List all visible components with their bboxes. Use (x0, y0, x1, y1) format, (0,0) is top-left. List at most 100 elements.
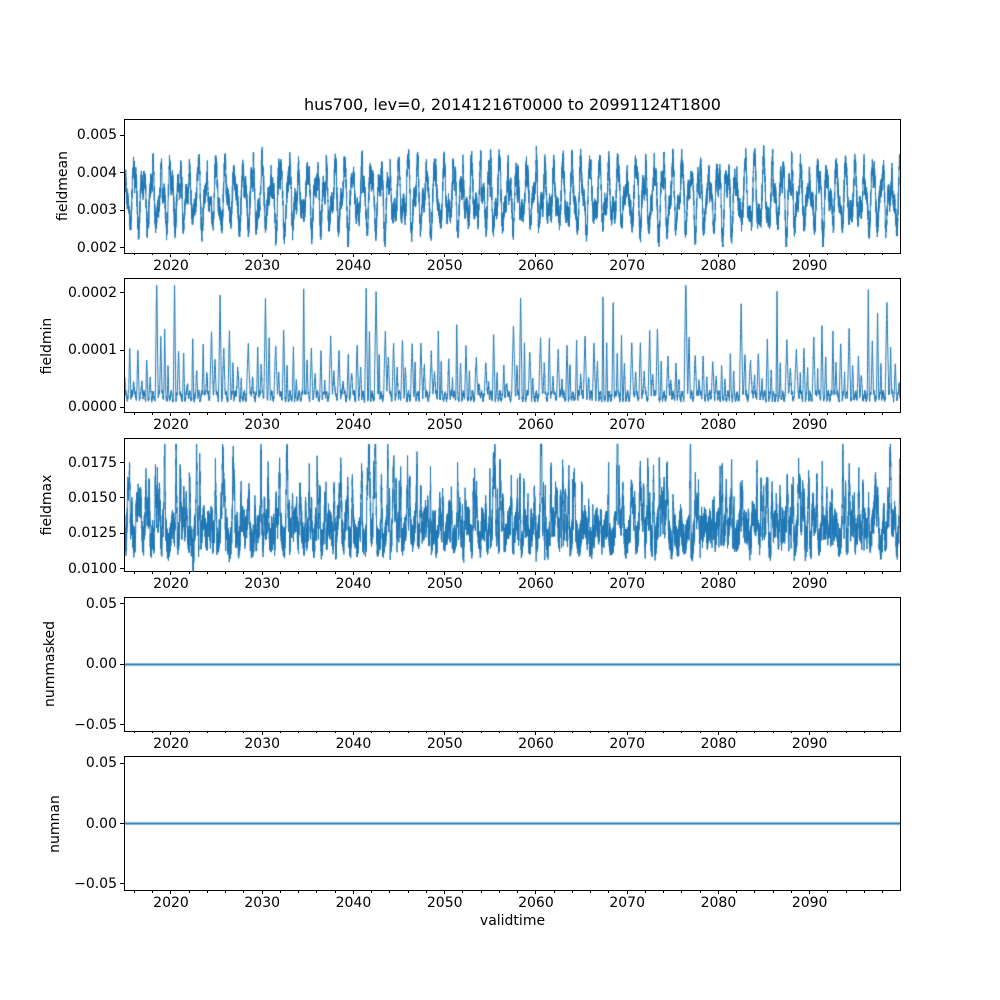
y-tick (120, 532, 125, 534)
x-minor-tick (863, 890, 865, 893)
x-axis-label: validtime (479, 913, 546, 929)
y-tick (120, 823, 125, 825)
x-minor-tick (736, 730, 738, 734)
x-tick (717, 412, 719, 417)
x-tick-label: 2020 (153, 257, 189, 274)
x-minor-tick (827, 890, 829, 893)
y-tick (120, 663, 125, 665)
x-tick-label: 2030 (244, 417, 281, 434)
x-tick (170, 890, 172, 894)
x-minor-tick (152, 571, 154, 574)
x-minor-tick (152, 890, 154, 893)
x-tick (352, 571, 354, 576)
x-minor-tick (389, 412, 391, 415)
x-minor-tick (681, 252, 683, 256)
x-tick-label: 2040 (335, 895, 372, 911)
x-minor-tick (845, 730, 847, 734)
x-tick-label: 2090 (791, 735, 828, 752)
x-tick (261, 890, 263, 894)
x-minor-tick (681, 571, 683, 574)
x-minor-tick (553, 252, 555, 256)
x-tick (170, 252, 172, 257)
y-tick-label: 0.0100 (68, 560, 117, 577)
x-tick-label: 2090 (791, 576, 828, 593)
x-tick (535, 890, 537, 894)
x-minor-tick (498, 252, 500, 256)
x-minor-tick (863, 730, 865, 734)
x-tick-label: 2070 (609, 417, 645, 434)
x-tick (717, 571, 719, 576)
x-tick-label: 2030 (244, 257, 281, 274)
x-minor-tick (425, 252, 427, 256)
x-minor-tick (334, 730, 336, 734)
x-minor-tick (462, 890, 464, 893)
x-minor-tick (772, 412, 774, 415)
x-minor-tick (754, 412, 756, 415)
x-tick-label: 2030 (244, 895, 281, 911)
x-minor-tick (298, 730, 300, 734)
x-tick-label: 2060 (518, 417, 554, 434)
x-tick (535, 412, 537, 417)
x-minor-tick (425, 571, 427, 574)
x-minor-tick (480, 412, 482, 415)
x-minor-tick (407, 890, 409, 893)
x-minor-tick (827, 252, 829, 256)
x-minor-tick (736, 890, 738, 893)
x-tick (170, 571, 172, 576)
x-minor-tick (772, 890, 774, 893)
x-minor-tick (316, 571, 318, 574)
x-minor-tick (133, 571, 135, 574)
y-tick-label: −0.05 (74, 716, 117, 733)
x-tick-label: 2060 (518, 257, 554, 274)
x-minor-tick (407, 412, 409, 415)
x-minor-tick (188, 252, 190, 256)
x-minor-tick (371, 571, 373, 574)
x-minor-tick (206, 730, 208, 734)
x-minor-tick (790, 730, 792, 734)
x-minor-tick (133, 890, 135, 893)
y-tick-label: 0.00 (85, 815, 117, 832)
x-tick-label: 2050 (426, 895, 463, 911)
y-tick (120, 134, 125, 136)
x-tick-label: 2040 (335, 576, 372, 593)
x-minor-tick (462, 571, 464, 574)
x-minor-tick (608, 890, 610, 893)
x-minor-tick (663, 412, 665, 415)
x-minor-tick (608, 730, 610, 734)
x-minor-tick (243, 730, 245, 734)
x-minor-tick (754, 252, 756, 256)
x-minor-tick (188, 571, 190, 574)
x-minor-tick (462, 412, 464, 415)
x-minor-tick (206, 412, 208, 415)
x-minor-tick (681, 890, 683, 893)
x-minor-tick (225, 252, 227, 256)
x-minor-tick (480, 730, 482, 734)
plot-area-fieldmin (125, 279, 900, 413)
x-tick-label: 2040 (335, 257, 372, 274)
x-tick-label: 2060 (518, 895, 554, 911)
x-minor-tick (498, 730, 500, 734)
x-minor-tick (699, 252, 701, 256)
x-minor-tick (590, 571, 592, 574)
x-tick-label: 2080 (700, 576, 737, 593)
x-minor-tick (790, 571, 792, 574)
x-minor-tick (316, 252, 318, 256)
x-minor-tick (133, 252, 135, 256)
x-minor-tick (790, 252, 792, 256)
x-tick (170, 412, 172, 417)
x-minor-tick (279, 890, 281, 893)
x-minor-tick (371, 252, 373, 256)
x-tick (352, 890, 354, 894)
x-minor-tick (571, 412, 573, 415)
x-minor-tick (882, 890, 884, 893)
x-tick-label: 2070 (609, 735, 645, 752)
x-minor-tick (371, 730, 373, 734)
x-minor-tick (298, 252, 300, 256)
x-minor-tick (206, 890, 208, 893)
x-minor-tick (681, 412, 683, 415)
x-tick (535, 730, 537, 735)
x-minor-tick (152, 412, 154, 415)
x-tick-label: 2040 (335, 417, 372, 434)
x-minor-tick (279, 252, 281, 256)
x-minor-tick (243, 412, 245, 415)
